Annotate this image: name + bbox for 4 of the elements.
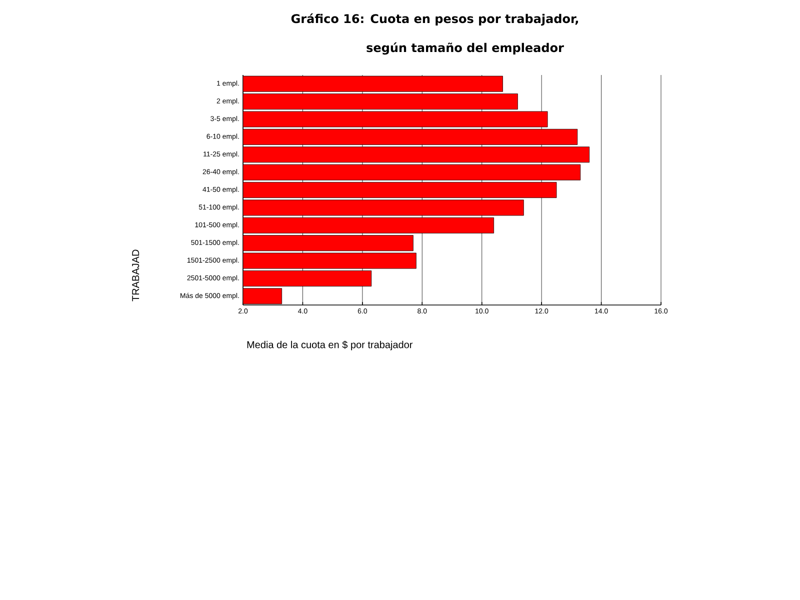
x-axis-title: Media de la cuota en $ por trabajador [247,340,413,350]
chart-title: Gráfico 16: Cuota en pesos por trabajador, [291,13,578,26]
y-axis-title: TRABAJAD [132,250,140,302]
chart-subtitle: según tamaño del empleador [366,42,564,55]
